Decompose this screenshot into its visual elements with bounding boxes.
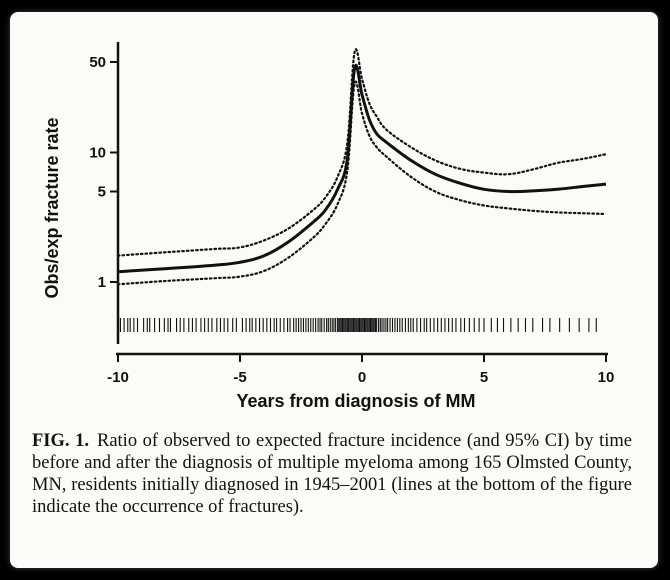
fracture-rug [119, 318, 597, 332]
caption-text: Ratio of observed to expected fracture i… [32, 431, 633, 517]
chart: Obs/exp fracture rate Years from diagnos… [42, 42, 614, 411]
x-tick-label-10: 10 [598, 369, 615, 386]
lower-ci-line [116, 80, 608, 286]
y-axis-title: Obs/exp fracture rate [42, 117, 62, 298]
upper-ci-line [116, 48, 608, 257]
ratio-line [117, 63, 607, 274]
x-tick-label--5: -5 [233, 369, 246, 386]
x-tick-label-0: 0 [358, 369, 366, 386]
series-lines [116, 48, 608, 286]
y-tick-label-50: 50 [89, 54, 106, 71]
x-tick-label--10: -10 [107, 369, 129, 386]
y-tick-label-5: 5 [98, 183, 106, 200]
caption-label: FIG. 1. [32, 431, 89, 451]
y-tick-label-10: 10 [89, 145, 106, 162]
x-axis-title: Years from diagnosis of MM [236, 391, 475, 411]
axes: 1 5 10 50 -10 -5 0 5 10 [89, 42, 614, 386]
figure-frame: Obs/exp fracture rate Years from diagnos… [10, 12, 658, 568]
figure-caption: FIG. 1. Ratio of observed to expected fra… [32, 430, 632, 518]
y-tick-label-1: 1 [98, 274, 106, 291]
x-tick-label-5: 5 [480, 369, 488, 386]
